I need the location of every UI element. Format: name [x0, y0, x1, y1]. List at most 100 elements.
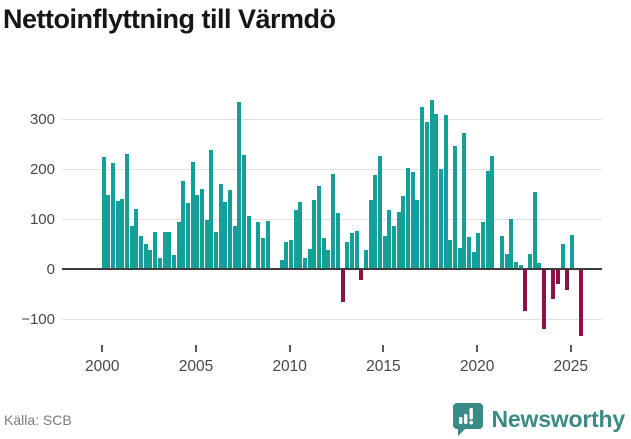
bar-2009Q4	[284, 242, 289, 269]
x-tick-label: 2005	[178, 358, 214, 375]
bar-2004Q3	[185, 203, 190, 269]
x-tick-label: 2010	[272, 358, 307, 375]
y-tick-label: −100	[21, 310, 55, 328]
y-tick-label: 200	[29, 160, 55, 178]
bar-2000Q2	[106, 195, 111, 269]
bar-2011Q4	[321, 238, 326, 269]
y-tick-label: 0	[46, 260, 55, 278]
x-tick	[476, 345, 479, 352]
bar-2007Q1	[232, 226, 237, 269]
bar-2019Q2	[462, 133, 467, 269]
x-tick-label: 2020	[459, 358, 495, 375]
bar-2013Q1	[345, 242, 350, 269]
x-tick	[195, 345, 197, 352]
newsworthy-logo: Newsworthy	[451, 401, 625, 437]
bar-2024Q3	[560, 244, 565, 269]
zero-axis-line	[62, 268, 602, 270]
bar-2017Q1	[420, 107, 425, 269]
bar-2018Q3	[448, 240, 453, 269]
x-tick-label: 2000	[85, 358, 120, 375]
newsworthy-bubble-chart-icon	[451, 401, 485, 437]
bar-2023Q2	[537, 263, 542, 269]
chart-title: Nettoinflyttning till Värmdö	[3, 4, 336, 34]
bar-2011Q3	[317, 186, 322, 269]
bar-2007Q4	[246, 216, 251, 269]
bar-2022Q4	[527, 254, 532, 269]
bar-2003Q2	[162, 232, 167, 269]
x-tick-label: 2025	[553, 358, 589, 375]
bar-2013Q2	[349, 233, 354, 269]
bar-2002Q2	[143, 244, 148, 269]
bar-2009Q3	[279, 260, 284, 269]
bar-2020Q4	[490, 156, 495, 269]
bar-2000Q4	[115, 200, 120, 269]
gridline	[62, 168, 602, 170]
bar-2001Q1	[120, 199, 125, 269]
x-tick	[288, 345, 291, 352]
bar-2022Q2	[518, 265, 523, 269]
bar-2006Q3	[223, 202, 228, 269]
bar-2019Q3	[467, 236, 472, 269]
bar-2015Q3	[392, 226, 397, 269]
bar-2006Q1	[214, 232, 219, 269]
bar-2017Q4	[434, 114, 439, 269]
bar-2002Q1	[139, 236, 144, 269]
x-tick	[101, 345, 104, 352]
bar-2013Q3	[354, 231, 359, 269]
bar-2004Q1	[176, 222, 181, 269]
bar-2006Q2	[218, 184, 223, 269]
bar-2008Q4	[265, 221, 270, 269]
bar-2014Q4	[378, 156, 382, 269]
bar-2004Q2	[181, 181, 186, 269]
bar-2016Q1	[401, 196, 406, 269]
bar-2012Q2	[331, 174, 336, 269]
bar-2004Q4	[190, 162, 195, 269]
gridline	[62, 118, 602, 120]
bar-2024Q1	[551, 269, 556, 299]
bar-2021Q3	[504, 254, 509, 269]
bar-2010Q3	[298, 202, 303, 269]
bar-2020Q1	[476, 233, 481, 269]
bar-2017Q3	[429, 100, 434, 269]
bar-2019Q1	[457, 248, 462, 269]
bar-2016Q4	[415, 200, 420, 269]
bar-2008Q3	[260, 238, 265, 269]
bar-2011Q2	[312, 200, 317, 269]
source-caption: Källa: SCB	[4, 412, 72, 428]
bar-2003Q3	[167, 232, 172, 269]
bar-2015Q4	[396, 212, 401, 269]
bar-2003Q4	[171, 255, 176, 269]
bar-2011Q1	[307, 249, 312, 269]
bar-2018Q2	[443, 115, 448, 269]
bar-2001Q2	[125, 154, 130, 269]
bar-2020Q2	[481, 222, 486, 269]
bar-2012Q3	[335, 213, 340, 269]
x-tick	[382, 345, 385, 352]
bar-2001Q3	[129, 226, 134, 269]
bar-2025Q1	[570, 235, 575, 269]
bar-2016Q2	[406, 168, 411, 269]
bar-2020Q3	[485, 171, 490, 269]
bar-2007Q3	[242, 155, 247, 269]
gridline	[62, 318, 602, 320]
bar-2014Q3	[373, 175, 378, 269]
bar-2021Q4	[509, 219, 514, 269]
bar-2003Q1	[157, 258, 162, 269]
bar-2022Q1	[513, 262, 518, 269]
bar-2018Q4	[452, 146, 457, 269]
bar-2005Q2	[199, 189, 204, 269]
bar-2012Q1	[326, 250, 331, 269]
bar-2016Q3	[410, 172, 415, 269]
bar-2010Q2	[293, 210, 298, 269]
bar-2022Q3	[523, 269, 528, 311]
newsworthy-wordmark: Newsworthy	[491, 405, 626, 432]
bar-2005Q3	[204, 220, 209, 269]
y-tick-label: 300	[29, 110, 55, 128]
bar-2000Q1	[101, 156, 106, 269]
bar-2006Q4	[228, 190, 233, 269]
bar-2010Q1	[289, 240, 293, 269]
bar-2008Q2	[256, 222, 261, 269]
bar-2025Q3	[579, 269, 584, 336]
bar-2017Q2	[424, 122, 429, 269]
bar-2014Q2	[368, 200, 373, 269]
